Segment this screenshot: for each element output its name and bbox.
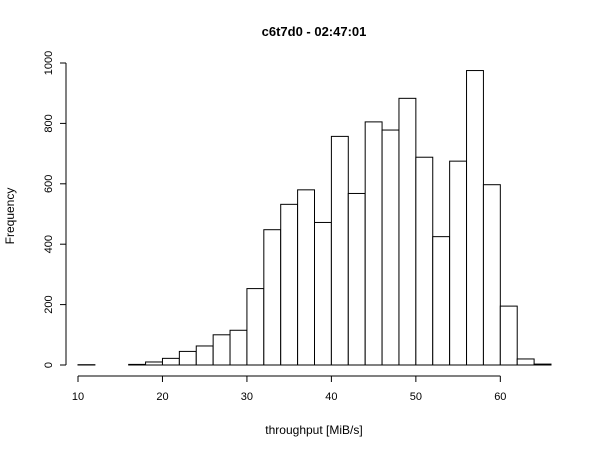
x-axis-label: throughput [MiB/s]: [265, 423, 362, 437]
histogram-bar-26: [516, 358, 535, 366]
histogram-bar-15: [330, 135, 349, 366]
histogram-bar-24: [482, 184, 501, 366]
histogram-bar-21: [432, 236, 451, 366]
histogram-bar-27: [533, 363, 552, 366]
histogram-bar-4: [145, 361, 163, 366]
x-tick-label-4: 50: [410, 391, 422, 403]
y-tick-label-1: 200: [43, 295, 55, 313]
y-tick-label-4: 800: [43, 114, 55, 132]
histogram-bar-14: [314, 221, 332, 366]
histogram-bar-22: [449, 160, 468, 366]
histogram-bar-13: [297, 189, 316, 366]
y-tick-label-2: 400: [43, 235, 55, 253]
x-tick-label-0: 10: [72, 391, 84, 403]
y-axis-label: Frequency: [3, 188, 17, 245]
y-tick-label-5: 1000: [43, 51, 55, 75]
histogram-bar-11: [263, 229, 282, 366]
x-tick-label-5: 60: [494, 391, 506, 403]
histogram-bar-19: [398, 97, 417, 366]
y-tick-label-3: 600: [43, 175, 55, 193]
histogram-bar-8: [212, 334, 231, 366]
y-tick-label-0: 0: [43, 362, 55, 368]
y-axis: 0 200 400 600 800 1000: [43, 51, 67, 368]
histogram-bar-6: [178, 350, 197, 366]
histogram-bar-3: [128, 363, 147, 366]
x-tick-label-1: 20: [156, 391, 168, 403]
histogram-bar-16: [347, 192, 366, 366]
histogram-bar-18: [381, 129, 400, 366]
x-axis: 10 20 30 40 50 60: [72, 375, 506, 403]
histogram-bar-7: [195, 345, 214, 366]
x-tick-label-2: 30: [241, 391, 253, 403]
histogram-bar-10: [246, 288, 265, 366]
x-tick-label-3: 40: [325, 391, 337, 403]
histogram-bar-12: [280, 203, 299, 366]
histogram-bar-17: [364, 121, 383, 366]
histogram-bar-9: [229, 329, 248, 366]
histogram-bar-20: [415, 156, 434, 366]
histogram-bar-23: [466, 70, 484, 366]
bars-group: [77, 70, 552, 366]
chart-title: c6t7d0 - 02:47:01: [262, 24, 367, 39]
histogram-bar-25: [499, 305, 518, 366]
histogram-bar-5: [161, 357, 180, 366]
